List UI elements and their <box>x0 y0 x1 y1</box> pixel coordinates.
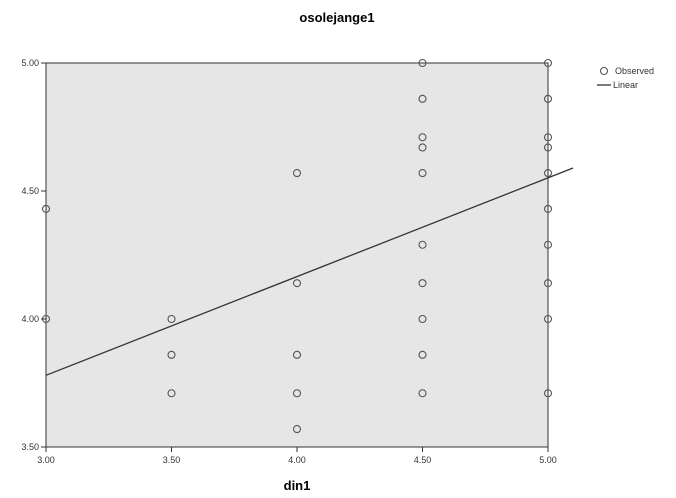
observed-point <box>543 389 553 398</box>
x-tick-label: 3.50 <box>163 455 181 465</box>
observed-point <box>41 204 51 213</box>
legend: Observed Linear <box>597 66 654 90</box>
x-tick-label: 4.50 <box>414 455 432 465</box>
observed-point <box>543 133 553 142</box>
observed-point <box>543 240 553 249</box>
observed-point <box>292 389 302 398</box>
observed-point <box>418 314 427 324</box>
observed-point <box>418 279 427 288</box>
legend-observed-label: Observed <box>615 66 654 76</box>
observed-point <box>418 133 427 142</box>
observed-point <box>418 94 427 103</box>
observed-point <box>418 169 427 178</box>
observed-point <box>543 169 553 178</box>
observed-point <box>292 350 302 359</box>
plot-area <box>45 62 549 448</box>
legend-observed-marker <box>599 66 609 76</box>
observed-point <box>167 350 176 359</box>
x-tick-label: 4.00 <box>288 455 306 465</box>
legend-linear-label: Linear <box>613 80 638 90</box>
linear-fit-line <box>45 167 574 376</box>
observed-point <box>292 425 302 434</box>
x-tick-label: 5.00 <box>539 455 557 465</box>
observed-point <box>543 314 553 324</box>
observed-point <box>543 94 553 103</box>
y-tick-label: 4.50 <box>21 186 39 196</box>
observed-point <box>167 314 176 324</box>
observed-point <box>292 169 302 178</box>
chart-title: osolejange1 <box>299 10 374 25</box>
observed-point <box>418 389 427 398</box>
observed-point <box>543 58 553 68</box>
x-tick-label: 3.00 <box>37 455 55 465</box>
observed-point <box>418 350 427 359</box>
x-axis-label: din1 <box>284 478 311 493</box>
observed-point <box>418 240 427 249</box>
observed-point <box>418 58 427 68</box>
observed-point <box>292 279 302 288</box>
observed-point <box>543 204 553 213</box>
y-tick-label: 5.00 <box>21 58 39 68</box>
observed-point <box>543 279 553 288</box>
y-tick-label: 4.00 <box>21 314 39 324</box>
observed-point <box>418 143 427 152</box>
observed-point <box>543 143 553 152</box>
observed-point <box>167 389 176 398</box>
y-tick-label: 3.50 <box>21 442 39 452</box>
